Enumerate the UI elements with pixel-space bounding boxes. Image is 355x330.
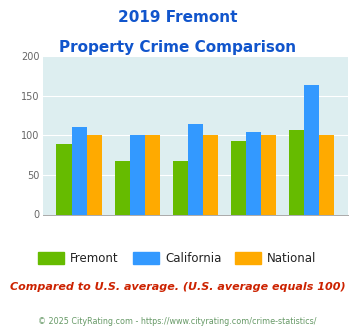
Bar	[145, 135, 160, 214]
Text: 2019 Fremont: 2019 Fremont	[118, 10, 237, 25]
Bar	[87, 135, 102, 214]
Text: © 2025 CityRating.com - https://www.cityrating.com/crime-statistics/: © 2025 CityRating.com - https://www.city…	[38, 317, 317, 326]
Bar	[304, 85, 319, 214]
Bar	[261, 135, 276, 214]
Text: Compared to U.S. average. (U.S. average equals 100): Compared to U.S. average. (U.S. average …	[10, 282, 345, 292]
Bar	[56, 144, 72, 214]
Legend: Fremont, California, National: Fremont, California, National	[34, 247, 321, 270]
Text: Property Crime Comparison: Property Crime Comparison	[59, 40, 296, 54]
Bar	[246, 132, 261, 214]
Bar	[130, 135, 145, 214]
Bar	[72, 127, 87, 214]
Bar	[115, 161, 130, 215]
Bar	[319, 135, 334, 214]
Bar	[289, 130, 304, 214]
Bar	[188, 124, 203, 214]
Bar	[231, 141, 246, 214]
Bar	[203, 135, 218, 214]
Bar	[173, 161, 188, 215]
